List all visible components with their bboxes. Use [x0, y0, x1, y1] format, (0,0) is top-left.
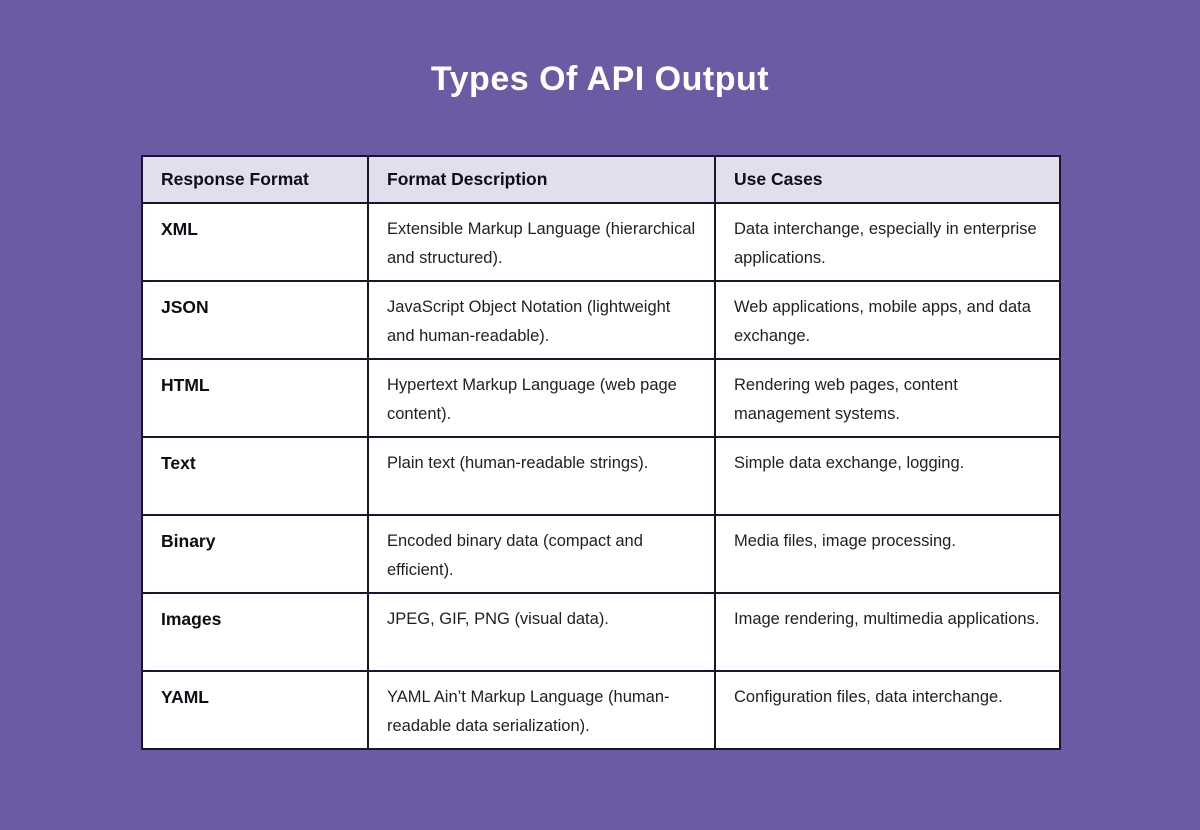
- format-description-cell: Plain text (human-readable strings).: [367, 436, 716, 516]
- table-header-row: Response Format Format Description Use C…: [141, 155, 1061, 204]
- use-cases-cell: Image rendering, multimedia applications…: [714, 592, 1061, 672]
- response-format-cell: Text: [141, 436, 369, 516]
- format-description-cell: Encoded binary data (compact and efficie…: [367, 514, 716, 594]
- response-format-cell: Images: [141, 592, 369, 672]
- use-cases-cell: Media files, image processing.: [714, 514, 1061, 594]
- table-row: Images JPEG, GIF, PNG (visual data). Ima…: [141, 592, 1061, 672]
- table-row: Binary Encoded binary data (compact and …: [141, 514, 1061, 594]
- format-description-cell: Extensible Markup Language (hierarchical…: [367, 202, 716, 282]
- format-description-cell: YAML Ain’t Markup Language (human-readab…: [367, 670, 716, 750]
- table-header: Response Format Format Description Use C…: [141, 155, 1061, 204]
- format-description-cell: JavaScript Object Notation (lightweight …: [367, 280, 716, 360]
- column-header-format-description: Format Description: [367, 155, 716, 204]
- use-cases-cell: Configuration files, data interchange.: [714, 670, 1061, 750]
- response-format-cell: HTML: [141, 358, 369, 438]
- column-header-use-cases: Use Cases: [714, 155, 1061, 204]
- table-row: JSON JavaScript Object Notation (lightwe…: [141, 280, 1061, 360]
- page-title: Types Of API Output: [430, 60, 770, 98]
- response-format-cell: YAML: [141, 670, 369, 750]
- use-cases-cell: Rendering web pages, content management …: [714, 358, 1061, 438]
- format-description-cell: Hypertext Markup Language (web page cont…: [367, 358, 716, 438]
- table-body: XML Extensible Markup Language (hierarch…: [141, 202, 1061, 750]
- format-description-cell: JPEG, GIF, PNG (visual data).: [367, 592, 716, 672]
- api-output-table-container: Response Format Format Description Use C…: [141, 155, 1061, 750]
- api-output-table: Response Format Format Description Use C…: [141, 155, 1061, 750]
- use-cases-cell: Web applications, mobile apps, and data …: [714, 280, 1061, 360]
- use-cases-cell: Simple data exchange, logging.: [714, 436, 1061, 516]
- response-format-cell: JSON: [141, 280, 369, 360]
- response-format-cell: Binary: [141, 514, 369, 594]
- response-format-cell: XML: [141, 202, 369, 282]
- column-header-response-format: Response Format: [141, 155, 369, 204]
- use-cases-cell: Data interchange, especially in enterpri…: [714, 202, 1061, 282]
- table-row: YAML YAML Ain’t Markup Language (human-r…: [141, 670, 1061, 750]
- table-row: HTML Hypertext Markup Language (web page…: [141, 358, 1061, 438]
- table-row: XML Extensible Markup Language (hierarch…: [141, 202, 1061, 282]
- table-row: Text Plain text (human-readable strings)…: [141, 436, 1061, 516]
